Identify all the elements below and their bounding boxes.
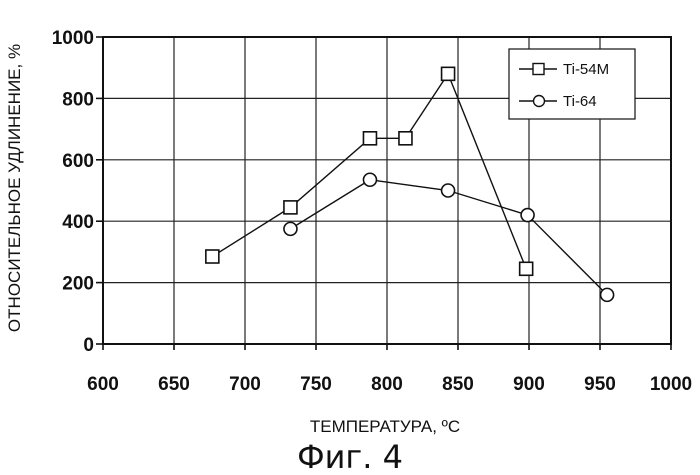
y-axis-label: ОТНОСИТЕЛЬНОЕ УДЛИНЕНИЕ, % (5, 44, 24, 332)
y-axis-ticks: 0 200 400 600 800 1000 (52, 28, 103, 356)
legend-marker-circle (534, 96, 545, 107)
data-point-square (399, 132, 412, 145)
figure-caption: Фиг. 4 (297, 438, 403, 475)
data-point-circle (363, 173, 376, 186)
x-tick-label: 600 (87, 374, 119, 395)
y-tick-label: 0 (83, 335, 94, 356)
legend-marker-square (533, 64, 544, 75)
data-point-square (206, 250, 219, 263)
legend: Ti-54M Ti-64 (509, 49, 635, 119)
x-tick-label: 900 (513, 374, 545, 395)
legend-label: Ti-54M (563, 61, 609, 78)
x-tick-label: 650 (158, 374, 190, 395)
y-tick-label: 600 (62, 151, 94, 172)
y-tick-label: 400 (62, 212, 94, 233)
y-tick-label: 1000 (52, 28, 94, 49)
x-tick-label: 1000 (650, 374, 692, 395)
x-tick-label: 800 (371, 374, 403, 395)
x-axis-label: ТЕМПЕРАТУРА, ºС (310, 417, 460, 436)
data-point-square (520, 262, 533, 275)
x-tick-label: 850 (442, 374, 474, 395)
x-tick-label: 750 (300, 374, 332, 395)
y-tick-label: 200 (62, 274, 94, 295)
x-axis-ticks: 600 650 700 750 800 850 900 950 1000 (87, 344, 692, 395)
series-line (212, 74, 526, 269)
x-tick-label: 950 (584, 374, 616, 395)
data-point-square (284, 201, 297, 214)
x-tick-label: 700 (229, 374, 261, 395)
data-point-circle (442, 184, 455, 197)
y-tick-label: 800 (62, 89, 94, 110)
legend-label: Ti-64 (563, 93, 597, 110)
data-point-circle (601, 288, 614, 301)
data-point-square (363, 132, 376, 145)
data-point-circle (521, 209, 534, 222)
data-point-circle (284, 222, 297, 235)
data-point-square (442, 67, 455, 80)
